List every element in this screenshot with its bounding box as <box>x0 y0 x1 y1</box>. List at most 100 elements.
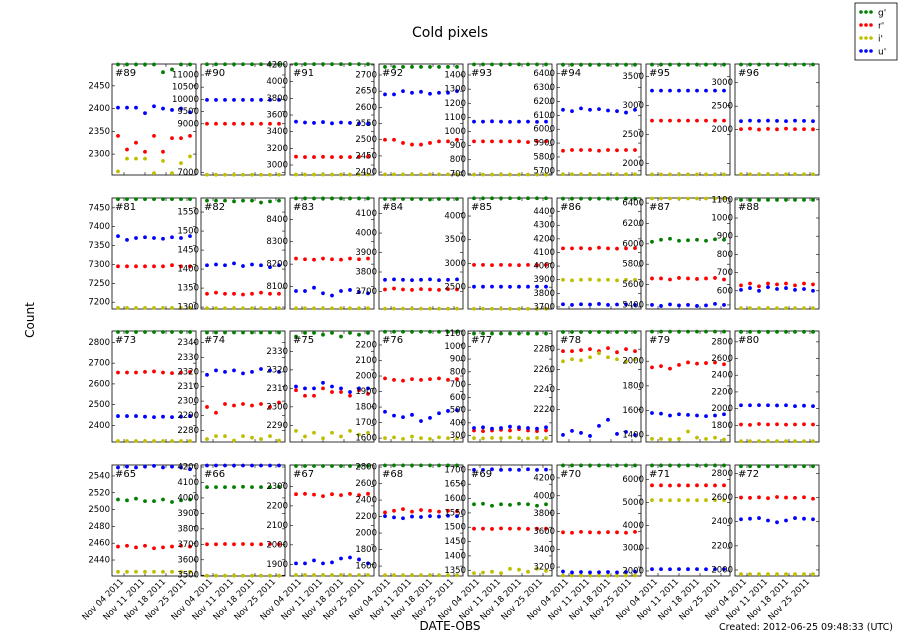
data-point <box>624 62 628 67</box>
data-point <box>223 485 227 490</box>
data-point <box>188 264 192 269</box>
data-point <box>348 573 352 577</box>
data-point <box>570 62 574 67</box>
data-point <box>722 567 726 572</box>
data-point <box>624 530 628 535</box>
data-point <box>713 483 717 488</box>
data-point <box>472 139 476 144</box>
data-point <box>348 172 352 177</box>
data-point <box>597 62 601 67</box>
data-point <box>757 172 761 177</box>
data-point <box>241 463 245 468</box>
data-point <box>330 306 334 311</box>
y-tick-label: 3500 <box>622 72 644 82</box>
data-point <box>535 139 539 144</box>
data-point <box>695 277 699 281</box>
data-point <box>446 90 450 95</box>
data-point <box>125 197 129 202</box>
data-point <box>544 306 548 311</box>
data-point <box>757 572 761 577</box>
y-tick-label: 5000 <box>622 498 644 508</box>
data-point <box>277 369 281 374</box>
data-point <box>321 386 325 391</box>
data-point <box>303 306 307 311</box>
data-point <box>784 126 788 131</box>
data-point <box>250 306 254 311</box>
data-point <box>508 428 512 433</box>
data-point <box>143 499 147 504</box>
y-tick-label: 2600 <box>711 493 733 503</box>
y-tick-label: 2200 <box>711 387 733 397</box>
data-point <box>143 330 147 334</box>
data-point <box>588 434 592 438</box>
data-point <box>330 492 334 497</box>
data-point <box>490 172 494 177</box>
data-point <box>615 246 619 251</box>
data-point <box>339 120 343 125</box>
data-point <box>321 172 325 177</box>
data-point <box>650 88 654 93</box>
data-point <box>695 237 699 242</box>
data-point <box>481 429 485 434</box>
data-point <box>428 277 432 282</box>
data-point <box>419 142 423 147</box>
y-tick-label: 2400 <box>711 371 733 381</box>
data-point <box>241 402 245 406</box>
y-tick-label: 9000 <box>177 119 199 129</box>
data-point <box>526 196 530 201</box>
data-point <box>294 384 298 389</box>
data-point <box>223 291 227 296</box>
data-point <box>793 287 797 292</box>
data-point <box>125 370 129 375</box>
data-point <box>446 277 450 282</box>
data-point <box>668 567 672 572</box>
data-point <box>766 197 770 202</box>
data-point <box>241 484 245 489</box>
data-point <box>508 263 512 267</box>
data-point <box>748 126 752 131</box>
data-point <box>161 439 165 443</box>
data-point <box>544 331 548 336</box>
data-point <box>161 569 165 574</box>
data-point <box>152 330 156 334</box>
data-point <box>766 62 770 67</box>
data-point <box>686 360 690 365</box>
panel-title: #80 <box>738 335 759 346</box>
data-point <box>481 172 485 177</box>
y-tick-label: 2200 <box>355 512 377 522</box>
data-point <box>659 196 663 201</box>
data-point <box>223 463 227 468</box>
data-point <box>544 262 548 267</box>
data-point <box>455 408 459 413</box>
data-point <box>615 530 619 535</box>
data-point <box>561 349 565 354</box>
data-point <box>650 118 654 123</box>
data-point <box>713 435 717 440</box>
data-point <box>793 464 797 469</box>
data-point <box>134 370 138 375</box>
data-point <box>232 199 236 204</box>
y-tick-label: 3400 <box>266 127 288 137</box>
y-tick-label: 900 <box>717 232 733 242</box>
data-point <box>401 141 405 145</box>
data-point <box>348 121 352 125</box>
data-point <box>366 330 370 335</box>
data-point <box>784 306 788 310</box>
data-point <box>214 463 218 468</box>
data-point <box>214 330 218 335</box>
data-point <box>419 436 423 441</box>
y-tick-label: 2200 <box>266 501 288 511</box>
y-tick-label: 1400 <box>622 431 644 441</box>
data-point <box>650 329 654 334</box>
data-point <box>446 378 450 382</box>
data-point <box>232 463 236 468</box>
y-tick-label: 2000 <box>355 529 377 539</box>
data-point <box>561 277 565 282</box>
data-point <box>615 330 619 334</box>
data-point <box>437 411 441 416</box>
data-point <box>650 483 654 488</box>
y-tick-label: 1550 <box>177 208 199 218</box>
data-point <box>499 436 503 441</box>
data-point <box>134 305 138 310</box>
data-point <box>134 545 138 550</box>
